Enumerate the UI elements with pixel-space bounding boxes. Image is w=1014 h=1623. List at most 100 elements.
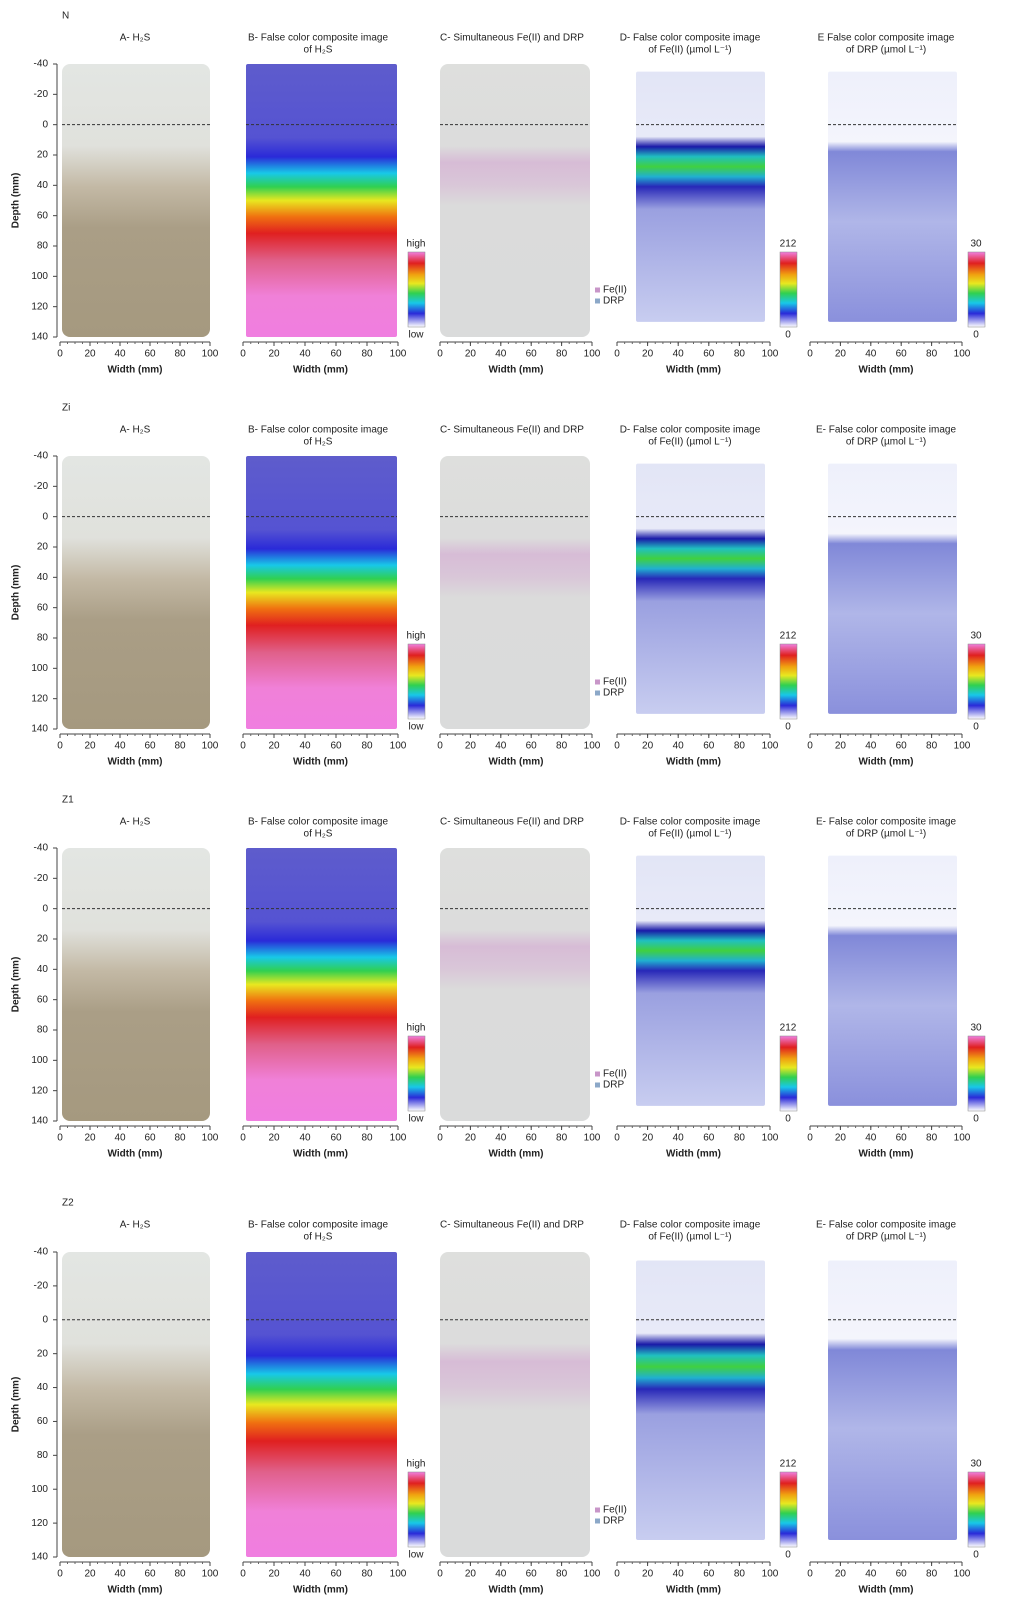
x-tick-label: 100 <box>584 1133 601 1144</box>
color-bar-top: high <box>407 1023 426 1034</box>
x-tick-label: 100 <box>954 349 971 360</box>
x-tick-label: 40 <box>673 1133 685 1144</box>
x-tick-label: 60 <box>330 349 342 360</box>
color-bar-bottom: low <box>408 1114 424 1125</box>
y-tick-label: -40 <box>34 843 49 854</box>
panel-title: of Fe(II) (µmol L⁻¹) <box>648 1232 731 1243</box>
x-axis-label: Width (mm) <box>108 757 163 768</box>
x-tick-label: 20 <box>268 349 280 360</box>
y-tick-label: -20 <box>34 873 49 884</box>
x-tick-label: 60 <box>330 741 342 752</box>
x-tick-label: 0 <box>807 1133 813 1144</box>
panel-title: A- H₂S <box>120 817 151 828</box>
x-axis-label: Width (mm) <box>489 1149 544 1160</box>
x-tick-label: 80 <box>361 1569 373 1580</box>
panel-image <box>246 848 397 1121</box>
legend-label: Fe(II) <box>603 285 627 296</box>
y-tick-label: 60 <box>37 1416 49 1427</box>
x-tick-label: 80 <box>174 349 186 360</box>
x-tick-label: 0 <box>57 349 63 360</box>
x-tick-label: 0 <box>437 741 443 752</box>
panel-title: E- False color composite image <box>816 1220 956 1231</box>
x-tick-label: 100 <box>954 1569 971 1580</box>
x-axis-label: Width (mm) <box>293 757 348 768</box>
panel-title: D- False color composite image <box>620 817 761 828</box>
x-tick-label: 20 <box>835 741 847 752</box>
y-tick-label: 0 <box>42 511 48 522</box>
x-axis-label: Width (mm) <box>293 365 348 376</box>
x-tick-label: 20 <box>84 349 96 360</box>
panel-image <box>636 463 765 714</box>
panel-title: D- False color composite image <box>620 1220 761 1231</box>
x-tick-label: 40 <box>865 349 877 360</box>
color-bar <box>779 1035 798 1112</box>
x-tick-label: 40 <box>495 1133 507 1144</box>
x-tick-label: 100 <box>762 1569 779 1580</box>
panel-title: of Fe(II) (µmol L⁻¹) <box>648 45 731 56</box>
panel-image <box>440 456 590 729</box>
panel-title: A- H₂S <box>120 1220 151 1231</box>
color-bar-top: high <box>407 631 426 642</box>
color-bar-top: high <box>407 1459 426 1470</box>
y-tick-label: 100 <box>31 1055 48 1066</box>
x-tick-label: 100 <box>390 1569 407 1580</box>
x-tick-label: 60 <box>703 349 715 360</box>
x-tick-label: 20 <box>642 1133 654 1144</box>
x-tick-label: 100 <box>390 349 407 360</box>
panel-title: D- False color composite image <box>620 425 761 436</box>
y-axis-label: Depth (mm) <box>11 565 22 621</box>
y-tick-label: 0 <box>42 1314 48 1325</box>
y-tick-label: -40 <box>34 451 49 462</box>
panel-image <box>246 64 397 337</box>
x-tick-label: 80 <box>734 1133 746 1144</box>
x-tick-label: 20 <box>84 1133 96 1144</box>
x-tick-label: 40 <box>673 1569 685 1580</box>
legend-label: DRP <box>603 296 624 307</box>
color-bar-bottom: 0 <box>973 722 979 733</box>
color-bar-bottom: 0 <box>785 1114 791 1125</box>
x-tick-label: 60 <box>896 1569 908 1580</box>
x-tick-label: 0 <box>240 349 246 360</box>
y-tick-label: 120 <box>31 301 48 312</box>
y-tick-label: 20 <box>37 1348 49 1359</box>
y-tick-label: 100 <box>31 271 48 282</box>
x-tick-label: 60 <box>526 1133 538 1144</box>
color-bar <box>407 251 426 328</box>
panel-title: E- False color composite image <box>816 425 956 436</box>
y-tick-label: 0 <box>42 903 48 914</box>
panel-image <box>636 71 765 322</box>
x-tick-label: 20 <box>465 1569 477 1580</box>
x-tick-label: 0 <box>437 1569 443 1580</box>
y-tick-label: 120 <box>31 1085 48 1096</box>
x-axis-label: Width (mm) <box>666 365 721 376</box>
x-tick-label: 20 <box>84 741 96 752</box>
panel-title: of H₂S <box>304 437 333 448</box>
y-tick-label: 140 <box>31 724 48 735</box>
x-tick-label: 80 <box>556 1133 568 1144</box>
x-tick-label: 60 <box>526 741 538 752</box>
panel-title: of Fe(II) (µmol L⁻¹) <box>648 829 731 840</box>
panel-image <box>62 848 210 1121</box>
color-bar <box>779 643 798 720</box>
x-tick-label: 40 <box>495 1569 507 1580</box>
legend-swatch <box>595 287 600 293</box>
panel-title: E False color composite image <box>818 33 955 44</box>
x-tick-label: 40 <box>865 741 877 752</box>
color-bar <box>779 1471 798 1548</box>
legend-swatch <box>595 690 600 696</box>
x-tick-label: 80 <box>556 349 568 360</box>
x-tick-label: 40 <box>673 741 685 752</box>
y-tick-label: -40 <box>34 59 49 70</box>
x-tick-label: 60 <box>144 741 156 752</box>
y-tick-label: 40 <box>37 572 49 583</box>
y-axis-label: Depth (mm) <box>11 957 22 1013</box>
x-tick-label: 20 <box>268 1133 280 1144</box>
panel-image <box>828 463 957 714</box>
panel-image <box>828 71 957 322</box>
x-tick-label: 0 <box>240 1133 246 1144</box>
x-tick-label: 100 <box>762 349 779 360</box>
panel-image <box>636 1260 765 1541</box>
y-tick-label: 20 <box>37 934 49 945</box>
y-tick-label: 140 <box>31 332 48 343</box>
